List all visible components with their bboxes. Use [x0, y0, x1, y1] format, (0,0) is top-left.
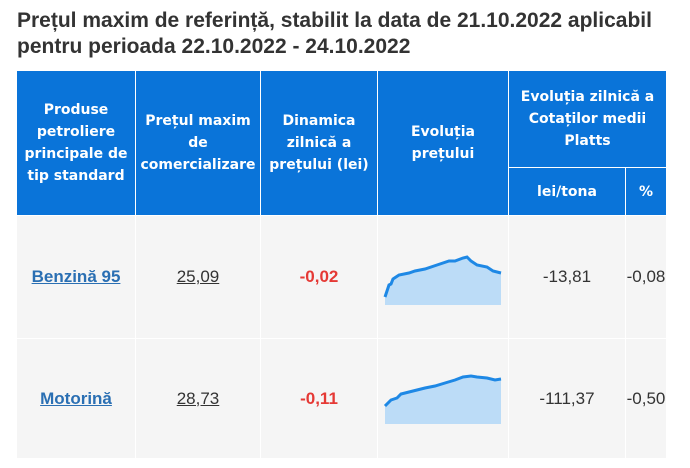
delta-cell: -0,11 — [260, 338, 378, 459]
sparkline-benzina — [383, 255, 502, 305]
table-row: Motorină 28,73 -0,11 -111,37 -0,50 — [16, 338, 667, 459]
percent-cell: -0,08 — [625, 215, 667, 339]
lei-tona-cell: -111,37 — [508, 338, 626, 459]
header-dynamics: Dinamica zilnică a prețului (lei) — [260, 70, 378, 216]
product-link-benzina[interactable]: Benzină 95 — [31, 267, 121, 286]
page-title: Prețul maxim de referință, stabilit la d… — [17, 9, 652, 58]
price-cell: 25,09 — [135, 215, 261, 339]
price-link-benzina[interactable]: 25,09 — [176, 267, 220, 286]
lei-tona-cell: -13,81 — [508, 215, 626, 339]
percent-cell: -0,50 — [625, 338, 667, 459]
price-link-motorina[interactable]: 28,73 — [176, 388, 220, 408]
sparkline-cell — [377, 215, 509, 339]
product-cell: Motorină — [16, 338, 136, 459]
sparkline-motorina — [383, 373, 502, 424]
header-platts: Evoluția zilnică a Cotaților medii Platt… — [508, 70, 667, 168]
header-lei-tona: lei/tona — [508, 167, 626, 216]
header-evolution: Evoluția prețului — [377, 70, 509, 216]
delta-value: -0,11 — [300, 388, 338, 408]
table-row: Benzină 95 25,09 -0,02 -13,81 -0,08 — [16, 215, 667, 339]
header-max-price: Prețul maxim de comercializare — [135, 70, 261, 216]
price-cell: 28,73 — [135, 338, 261, 459]
header-product: Produse petroliere principale de tip sta… — [16, 70, 136, 216]
product-cell: Benzină 95 — [16, 215, 136, 339]
price-table: Produse petroliere principale de tip sta… — [16, 70, 667, 459]
delta-cell: -0,02 — [260, 215, 378, 339]
delta-value: -0,02 — [299, 267, 339, 286]
sparkline-cell — [377, 338, 509, 459]
header-percent: % — [625, 167, 667, 216]
product-link-motorina[interactable]: Motorină — [40, 388, 112, 408]
